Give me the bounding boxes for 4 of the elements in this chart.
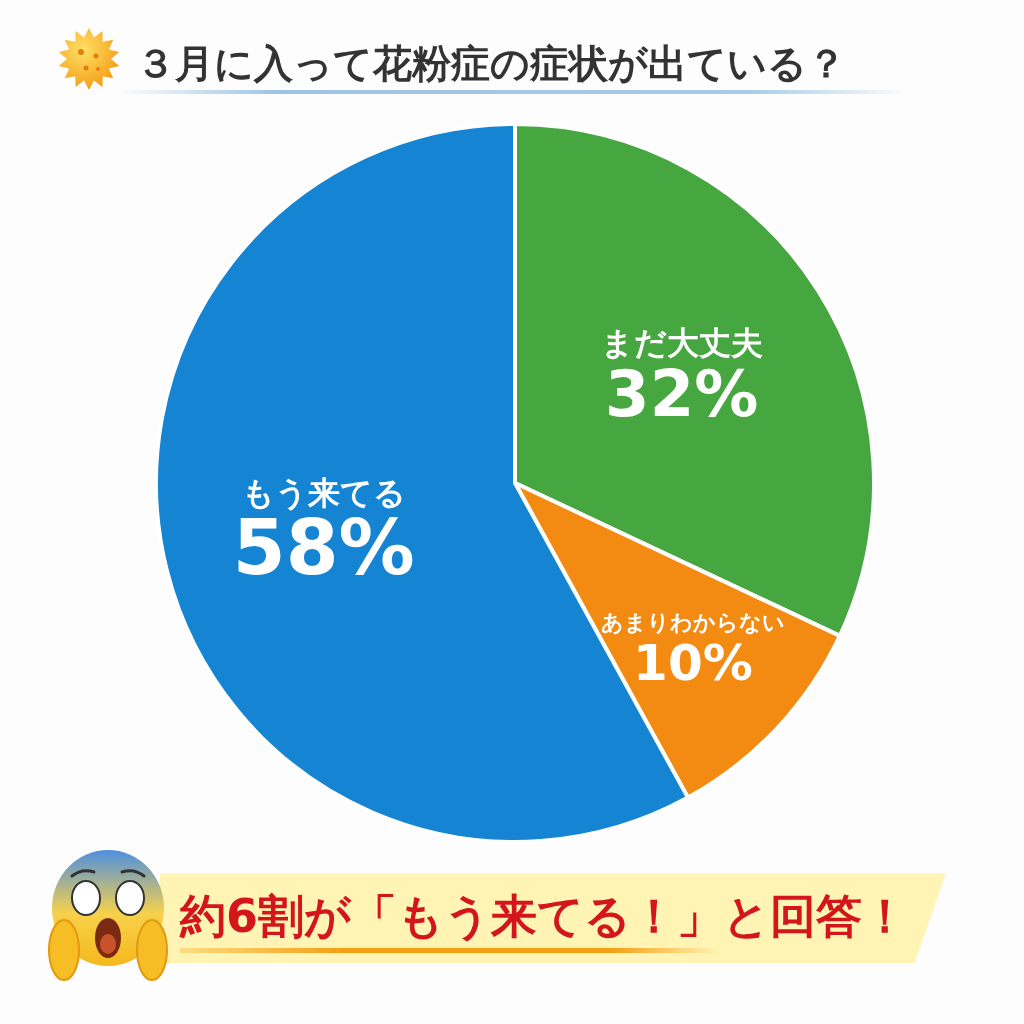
text: 約6割が「もう来てる！」と回答！ (180, 888, 909, 945)
chart-title: ３月に入って花粉症の症状が出ている？ (136, 40, 846, 88)
slice-label: あまりわからない (600, 609, 785, 635)
data-label: 10% (633, 634, 753, 693)
